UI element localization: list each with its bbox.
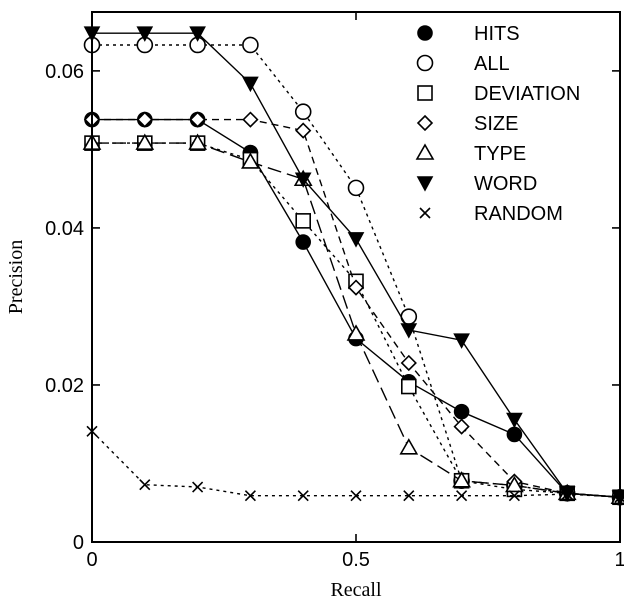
data-point-word (189, 26, 206, 42)
series-size (83, 111, 624, 506)
series-line-all (92, 44, 621, 498)
data-point-word (136, 26, 154, 42)
data-point-random (297, 490, 309, 502)
legend: HITS ALL DEVIATION SIZE TYPE WORD RANDOM (415, 23, 580, 225)
legend-item-word: WORD (416, 173, 537, 195)
x-tick-label: 0.5 (342, 549, 370, 571)
data-point-word (242, 76, 259, 93)
data-point-random (561, 488, 573, 500)
y-tick-label: 0.04 (45, 218, 84, 240)
data-point-random (403, 490, 415, 502)
x-tick-label: 1 (614, 549, 624, 571)
series-line-size (92, 118, 621, 498)
legend-label-all: ALL (474, 53, 510, 75)
data-point-type (188, 133, 207, 150)
series-all (83, 36, 624, 506)
data-point-all (294, 103, 312, 121)
legend-item-size: SIZE (416, 113, 518, 135)
data-point-random (192, 481, 204, 493)
data-point-type (241, 152, 260, 169)
legend-item-type: TYPE (415, 143, 526, 165)
data-point-type (346, 324, 366, 341)
tick-layer: 0 0.5 1 0 0.02 0.04 0.06 (45, 12, 624, 571)
series-line-hits (92, 118, 621, 498)
legend-label-size: SIZE (474, 113, 518, 135)
legend-marker-all (416, 54, 434, 72)
data-point-hits (453, 403, 470, 420)
data-point-word (506, 412, 523, 429)
legend-item-deviation: DEVIATION (417, 83, 580, 105)
series-line-deviation (92, 142, 621, 498)
y-tick-label: 0.02 (45, 375, 84, 397)
data-point-all (242, 36, 259, 54)
data-point-type (135, 133, 155, 150)
data-point-size (242, 111, 259, 128)
legend-marker-random (419, 207, 431, 219)
legend-label-deviation: DEVIATION (474, 83, 580, 105)
data-point-type (505, 475, 524, 493)
data-point-random (139, 479, 151, 491)
data-point-size (189, 111, 206, 128)
legend-marker-size (416, 114, 434, 132)
series-hits (84, 111, 624, 506)
y-axis-title: Precision (5, 240, 27, 314)
legend-item-random: RANDOM (419, 203, 563, 225)
data-point-size (295, 122, 312, 139)
legend-label-hits: HITS (474, 23, 520, 45)
data-point-random (508, 490, 520, 502)
legend-label-random: RANDOM (474, 203, 563, 225)
data-point-hits (506, 426, 523, 443)
legend-marker-deviation (417, 85, 433, 101)
x-axis-title: Recall (330, 579, 382, 601)
data-point-all (347, 179, 365, 197)
data-point-random (350, 490, 362, 502)
legend-marker-word (416, 176, 434, 192)
data-point-size (347, 279, 365, 296)
legend-label-type: TYPE (474, 143, 526, 165)
data-point-word (347, 232, 365, 248)
series-layer (82, 26, 624, 506)
data-point-word (294, 172, 312, 188)
y-tick-label: 0.06 (45, 61, 84, 83)
data-point-random (456, 490, 468, 502)
y-tick-label: 0 (73, 532, 84, 554)
legend-label-word: WORD (474, 173, 537, 195)
legend-marker-hits (417, 25, 433, 41)
data-point-size (453, 418, 470, 435)
data-point-random (244, 490, 256, 502)
data-point-deviation (400, 378, 417, 395)
x-tick-label: 0 (86, 549, 97, 571)
data-point-word (400, 323, 418, 339)
data-point-hits (295, 234, 312, 250)
data-point-type (452, 471, 471, 488)
data-point-deviation (295, 213, 312, 229)
data-point-word (453, 333, 470, 349)
data-point-size (400, 354, 417, 372)
data-point-type (399, 438, 419, 455)
series-line-type (92, 142, 621, 498)
legend-item-all: ALL (416, 53, 510, 75)
data-point-size (136, 111, 153, 128)
legend-marker-type (415, 143, 435, 160)
legend-item-hits: HITS (417, 23, 520, 45)
